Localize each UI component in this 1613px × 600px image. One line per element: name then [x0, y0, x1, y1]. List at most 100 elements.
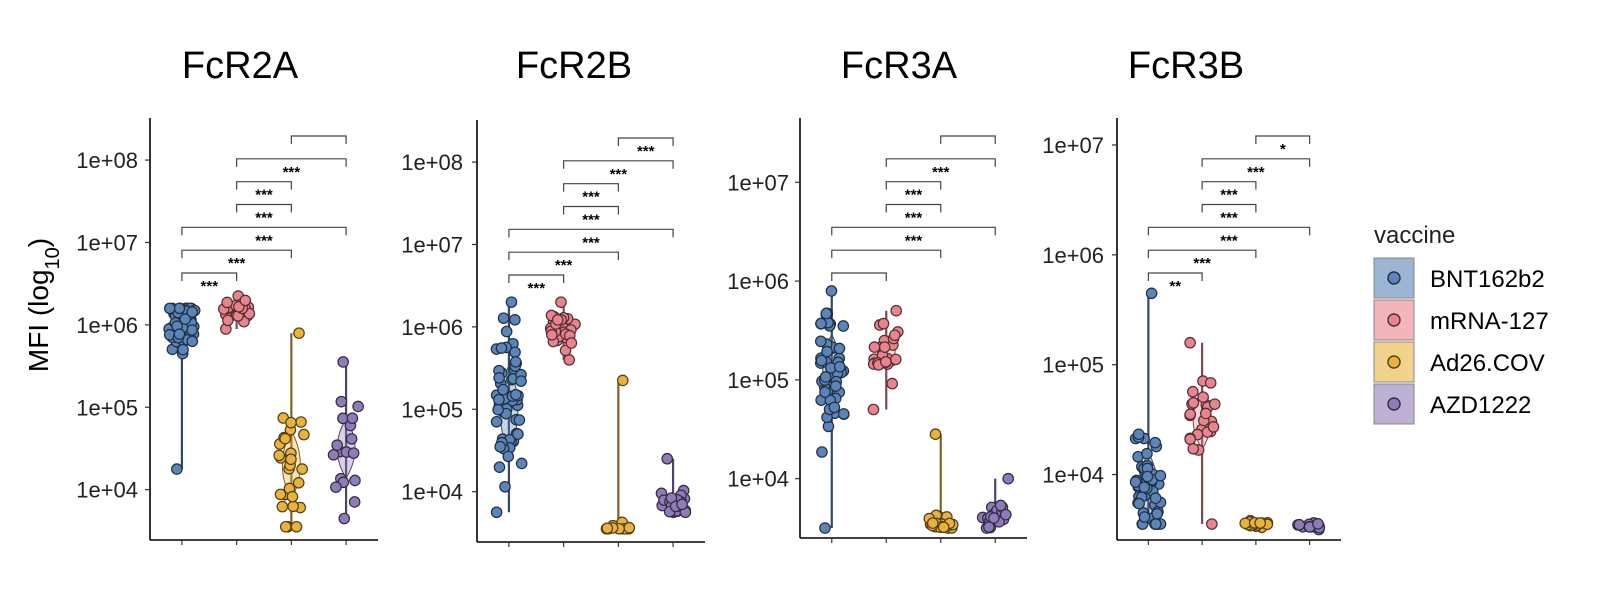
significance-label: ***	[1193, 255, 1211, 272]
legend-entry: BNT162b2	[1373, 257, 1545, 299]
significance-bracket: ***	[1147, 226, 1311, 249]
data-point	[348, 496, 361, 508]
legend-entry: Ad26.COV	[1373, 341, 1545, 383]
data-point	[292, 477, 305, 489]
data-point	[345, 433, 358, 445]
data-point	[352, 400, 364, 413]
data-point	[886, 377, 899, 390]
bracket-line	[1201, 203, 1257, 213]
data-point	[868, 341, 881, 353]
data-point	[867, 403, 880, 416]
bracket-line	[181, 226, 347, 236]
data-point	[493, 393, 505, 406]
data-point	[937, 521, 950, 534]
data-point	[929, 428, 942, 441]
data-point	[877, 317, 890, 330]
data-point	[880, 356, 892, 368]
data-point	[1184, 408, 1197, 420]
y-tick-label: 1e+07	[727, 170, 789, 195]
data-point	[287, 500, 299, 513]
y-tick-label: 1e+06	[76, 313, 138, 338]
data-point	[335, 395, 348, 408]
group-mrna-127	[217, 290, 256, 335]
significance-label: ***	[1220, 232, 1238, 249]
significance-bracket	[831, 272, 887, 281]
data-point	[1145, 287, 1158, 300]
significance-bracket: ***	[1201, 203, 1257, 227]
bracket-line	[1201, 158, 1311, 167]
data-point	[186, 306, 198, 318]
group-bnt162b2	[490, 296, 528, 519]
data-point	[816, 446, 828, 458]
data-point	[890, 353, 902, 366]
data-point	[221, 296, 233, 309]
data-point	[1208, 398, 1221, 410]
significance-bracket: ***	[1201, 158, 1311, 181]
significance-label: ***	[905, 210, 923, 227]
y-axis-label-subscript: 10	[42, 247, 64, 269]
legend-label: AZD1222	[1430, 392, 1531, 419]
y-tick-label: 1e+05	[401, 397, 463, 422]
bracket-line	[885, 203, 942, 213]
legend-entry: mRNA-127	[1373, 299, 1549, 341]
y-tick-label: 1e+05	[1042, 353, 1104, 378]
group-bnt162b2	[163, 302, 201, 475]
data-point	[173, 302, 186, 315]
data-point	[173, 328, 186, 340]
data-point	[1138, 511, 1151, 523]
data-point	[1207, 421, 1220, 433]
data-point	[819, 522, 831, 534]
significance-bracket	[831, 249, 942, 259]
data-point	[1184, 336, 1196, 349]
data-point	[276, 500, 289, 513]
data-point	[298, 428, 310, 441]
legend-label: Ad26.COV	[1430, 350, 1545, 377]
data-point	[1197, 391, 1209, 403]
data-point	[499, 480, 511, 493]
significance-bracket: ***	[617, 137, 674, 160]
y-tick-label: 1e+05	[76, 395, 138, 420]
data-point	[1312, 518, 1324, 530]
group-mrna-127	[1184, 336, 1221, 530]
legend-swatch	[1373, 341, 1415, 383]
legend-label: mRNA-127	[1430, 308, 1549, 335]
y-axis-label-main: MFI (log	[23, 269, 54, 372]
significance-bracket: ***	[1147, 249, 1257, 272]
legend-title: vaccine	[1374, 222, 1455, 249]
data-point	[279, 520, 292, 533]
data-point	[286, 490, 299, 503]
bracket-line	[563, 205, 619, 215]
significance-label: **	[1169, 278, 1181, 295]
data-point	[878, 341, 891, 353]
significance-bracket: ***	[885, 203, 942, 227]
data-point	[295, 416, 307, 428]
significance-bracket: ***	[885, 181, 942, 204]
bracket-line	[1147, 249, 1257, 259]
y-tick-label: 1e+04	[1042, 463, 1104, 488]
data-point	[551, 314, 564, 326]
significance-bracket: ***	[181, 272, 238, 295]
significance-label: ***	[637, 143, 655, 160]
significance-label: *	[1280, 141, 1286, 158]
legend-marker	[1387, 397, 1401, 411]
data-point	[490, 415, 503, 428]
data-point	[331, 439, 343, 451]
data-point	[349, 474, 361, 487]
group-azd1222	[1292, 517, 1326, 536]
data-point	[1239, 517, 1251, 530]
group-bnt162b2	[814, 285, 850, 534]
data-point	[494, 440, 506, 453]
significance-bracket: ***	[508, 251, 619, 274]
data-point	[512, 428, 524, 440]
data-point	[296, 463, 308, 475]
bracket-line	[831, 272, 887, 281]
data-point	[509, 346, 521, 359]
data-point	[1187, 397, 1200, 409]
y-tick-label: 1e+08	[401, 150, 463, 175]
significance-label: ***	[555, 257, 573, 274]
data-point	[239, 294, 252, 307]
y-tick-label: 1e+07	[401, 232, 463, 257]
bracket-line	[831, 226, 996, 236]
significance-label: ***	[255, 187, 273, 204]
